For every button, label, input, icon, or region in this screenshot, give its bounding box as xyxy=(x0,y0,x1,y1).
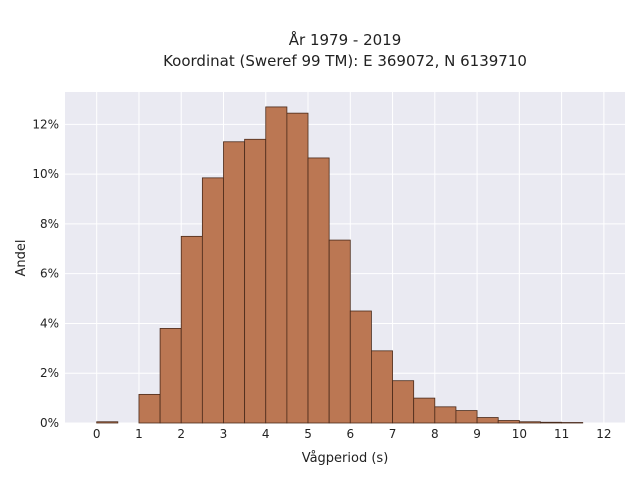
histogram-bar xyxy=(371,350,393,424)
x-tick-label: 0 xyxy=(93,427,101,441)
histogram-bar xyxy=(138,393,161,424)
y-tick-label: 8% xyxy=(40,217,59,231)
histogram-bar xyxy=(561,422,584,424)
bars xyxy=(96,106,584,424)
x-tick-label: 11 xyxy=(554,427,569,441)
x-tick-label: 7 xyxy=(389,427,397,441)
x-tick-label: 3 xyxy=(220,427,228,441)
y-tick-label: 12% xyxy=(32,117,59,131)
histogram-bar xyxy=(497,420,520,424)
y-tick-label: 4% xyxy=(40,316,59,330)
histogram-bar xyxy=(244,138,267,424)
chart-subtitle: Koordinat (Sweref 99 TM): E 369072, N 61… xyxy=(163,52,527,70)
x-tick-label: 10 xyxy=(512,427,527,441)
histogram-bar xyxy=(349,310,372,424)
x-tick-label: 6 xyxy=(346,427,354,441)
histogram-bar xyxy=(223,141,246,424)
x-axis-ticks: 0 1 2 3 4 5 6 7 8 9 10 11 12 xyxy=(93,427,612,441)
histogram-bar xyxy=(307,157,330,424)
x-tick-label: 2 xyxy=(177,427,185,441)
histogram-bar xyxy=(455,410,478,424)
histogram-bar xyxy=(159,328,182,424)
x-tick-label: 1 xyxy=(135,427,143,441)
histogram-bar xyxy=(518,421,541,424)
y-axis-ticks: 0% 2% 4% 6% 8% 10% 12% xyxy=(32,117,59,430)
y-tick-label: 0% xyxy=(40,416,59,430)
y-tick-label: 10% xyxy=(32,167,59,181)
histogram-bar xyxy=(180,235,203,424)
y-tick-label: 2% xyxy=(40,366,59,380)
histogram-bar xyxy=(540,421,563,424)
x-tick-label: 9 xyxy=(473,427,481,441)
x-tick-label: 12 xyxy=(596,427,611,441)
x-axis-label: Vågperiod (s) xyxy=(302,451,389,466)
histogram-bar xyxy=(286,112,309,424)
histogram-bar xyxy=(476,417,499,424)
histogram-bar xyxy=(328,239,351,424)
x-tick-label: 5 xyxy=(304,427,312,441)
x-tick-label: 8 xyxy=(431,427,439,441)
histogram-bar xyxy=(413,397,436,424)
y-tick-label: 6% xyxy=(40,267,59,281)
y-axis-label: Andel xyxy=(14,240,29,277)
x-tick-label: 4 xyxy=(262,427,270,441)
histogram-bar xyxy=(201,177,224,424)
histogram-bar xyxy=(392,380,415,424)
histogram-bar xyxy=(96,421,119,424)
histogram-bar xyxy=(265,106,288,424)
chart-title: År 1979 - 2019 xyxy=(289,30,402,49)
histogram-bar xyxy=(434,406,457,424)
